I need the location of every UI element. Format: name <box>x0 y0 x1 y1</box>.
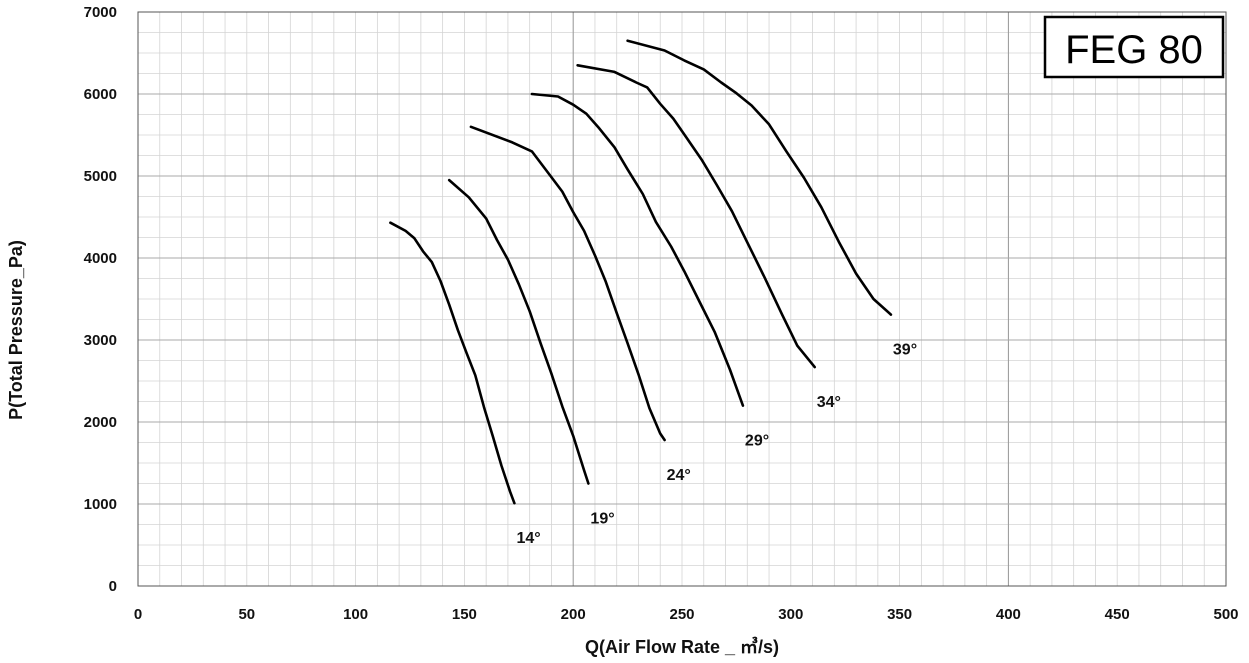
fan-curve-14deg <box>389 221 516 505</box>
curve-label-19deg: 19° <box>590 511 614 528</box>
fan-curve-29deg <box>530 92 745 407</box>
fan-curve-19deg <box>447 178 590 485</box>
fan-curve-39deg <box>626 39 893 316</box>
y-axis-title: P(Total Pressure_Pa) <box>6 240 26 420</box>
plot-frame <box>137 11 1227 587</box>
fan-curves <box>389 39 893 505</box>
x-tick-label: 350 <box>887 606 912 623</box>
model-label-box: FEG 80 <box>1043 15 1225 79</box>
y-tick-label: 6000 <box>84 86 117 103</box>
x-tick-label: 200 <box>561 606 586 623</box>
x-tick-label: 500 <box>1213 606 1238 623</box>
y-tick-label: 7000 <box>84 4 117 21</box>
y-tick-label: 1000 <box>84 496 117 513</box>
y-tick-label: 5000 <box>84 168 117 185</box>
x-axis-title: Q(Air Flow Rate _ ㎥/s) <box>585 636 779 657</box>
fan-curve-24deg <box>469 125 666 442</box>
curve-label-14deg: 14° <box>516 530 540 547</box>
y-tick-label: 2000 <box>84 414 117 431</box>
x-tick-label: 250 <box>669 606 694 623</box>
x-tick-label: 400 <box>996 606 1021 623</box>
curve-label-39deg: 39° <box>893 342 917 359</box>
x-tick-label: 0 <box>134 606 142 623</box>
minor-grid <box>137 11 1227 587</box>
x-tick-label: 450 <box>1105 606 1130 623</box>
curve-angle-labels: 14° 19° 24° 29° 34° 39° <box>516 342 917 548</box>
model-label: FEG 80 <box>1065 28 1203 72</box>
x-tick-label: 100 <box>343 606 368 623</box>
curve-label-34deg: 34° <box>817 394 841 411</box>
x-tick-label: 50 <box>238 606 255 623</box>
x-tick-label: 150 <box>452 606 477 623</box>
y-tick-label: 3000 <box>84 332 117 349</box>
fan-curve-34deg <box>576 64 817 369</box>
curve-label-24deg: 24° <box>667 467 691 484</box>
y-tick-label: 0 <box>109 578 117 595</box>
curve-label-29deg: 29° <box>745 433 769 450</box>
y-tick-labels: 0 1000 2000 3000 4000 5000 6000 7000 <box>84 4 117 595</box>
x-tick-label: 300 <box>778 606 803 623</box>
y-tick-label: 4000 <box>84 250 117 267</box>
x-tick-labels: 0 50 100 150 200 250 300 350 400 450 500 <box>134 606 1239 623</box>
